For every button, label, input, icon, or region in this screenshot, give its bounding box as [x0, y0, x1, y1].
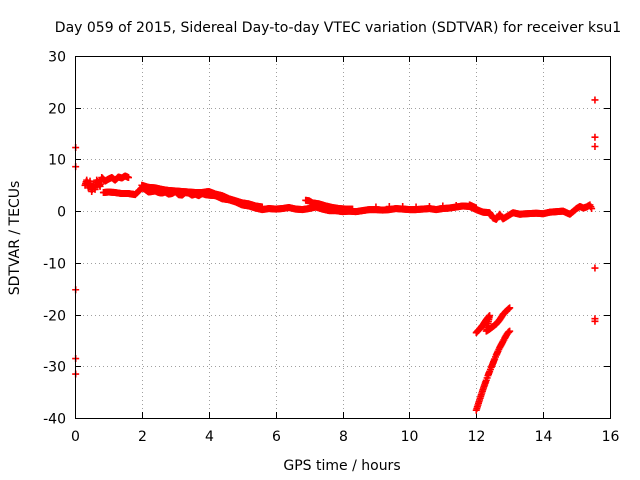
y-tick-label: -30	[43, 360, 66, 376]
data-point	[591, 264, 599, 272]
y-tick-label: 0	[57, 205, 66, 221]
series-4	[72, 96, 599, 378]
y-tick-label: -20	[43, 309, 66, 325]
grid	[75, 56, 610, 418]
data-point	[588, 205, 596, 213]
y-axis-label: SDTVAR / TECUs	[7, 181, 23, 296]
chart-title: Day 059 of 2015, Sidereal Day-to-day VTE…	[55, 20, 621, 36]
x-tick-label: 2	[138, 429, 147, 445]
data-point	[452, 201, 460, 209]
data-point	[349, 205, 357, 213]
series-3	[472, 327, 514, 414]
data-point	[506, 327, 514, 335]
y-tick-label: 20	[48, 102, 66, 118]
x-tick-label: 8	[339, 429, 348, 445]
x-axis-label: GPS time / hours	[283, 458, 400, 474]
y-tick-label: 10	[48, 153, 66, 169]
data-point	[591, 96, 599, 104]
data-point	[425, 202, 433, 210]
x-tick-label: 4	[205, 429, 214, 445]
series-2	[472, 304, 514, 337]
y-tick-labels: 30 20 10 0 -10 -20 -30 -40	[43, 50, 66, 428]
series-1	[138, 181, 480, 213]
y-tick-label: -10	[43, 257, 66, 273]
y-tick-label: 30	[48, 50, 66, 66]
data-point	[591, 143, 599, 150]
data-point	[372, 203, 380, 211]
data-point	[506, 304, 514, 312]
data-point	[472, 204, 480, 212]
data-point	[412, 203, 420, 211]
x-tick-label: 10	[401, 429, 419, 445]
x-tick-label: 14	[535, 429, 553, 445]
x-tick-label: 16	[602, 429, 620, 445]
x-tick-label: 12	[468, 429, 486, 445]
data-point	[591, 133, 599, 141]
data-point	[591, 317, 599, 325]
data-point	[258, 203, 266, 211]
x-tick-labels: 0 2 4 6 8 10 12 14 16	[71, 429, 619, 445]
plot-frame	[75, 56, 611, 419]
series-0	[81, 172, 596, 223]
data-point	[439, 202, 447, 210]
data-point	[385, 202, 393, 210]
y-tick-label: -40	[43, 412, 66, 428]
x-tick-label: 0	[71, 429, 80, 445]
data-point	[399, 202, 407, 210]
axis-ticks	[75, 56, 611, 419]
data-point	[125, 174, 132, 182]
data-marks	[72, 96, 599, 414]
x-tick-label: 6	[272, 429, 281, 445]
